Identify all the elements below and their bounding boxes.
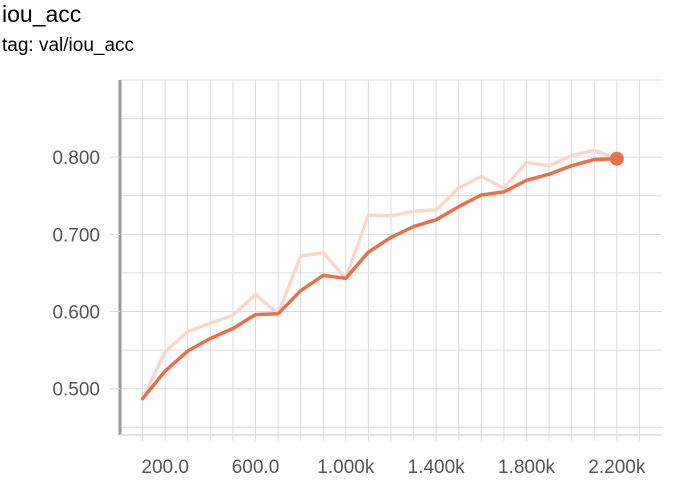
x-tick-label: 1.800k xyxy=(498,457,556,478)
y-tick-label: 0.700 xyxy=(52,225,100,246)
last-point-marker xyxy=(609,151,624,166)
series-line-raw xyxy=(140,148,619,401)
chart-subtitle: tag: val/iou_acc xyxy=(2,35,135,56)
x-tick-label: 2.200k xyxy=(588,457,646,478)
markers xyxy=(609,151,624,166)
x-tick-label: 1.000k xyxy=(317,457,375,478)
x-tick-label: 200.0 xyxy=(141,457,189,478)
grid-lines xyxy=(120,79,662,435)
series-lines xyxy=(140,148,619,401)
tick-labels: 0.500 0.600 0.700 0.800 200.0 600.0 1.000k 1.40… xyxy=(52,148,645,478)
y-tick-label: 0.500 xyxy=(52,380,100,401)
y-tick-label: 0.800 xyxy=(52,148,100,169)
x-tick-label: 1.400k xyxy=(408,457,466,478)
chart-title: iou_acc xyxy=(2,1,82,27)
y-tick-label: 0.600 xyxy=(52,303,100,324)
x-tick-label: 600.0 xyxy=(232,457,280,478)
series-line-smoothed xyxy=(140,156,619,401)
